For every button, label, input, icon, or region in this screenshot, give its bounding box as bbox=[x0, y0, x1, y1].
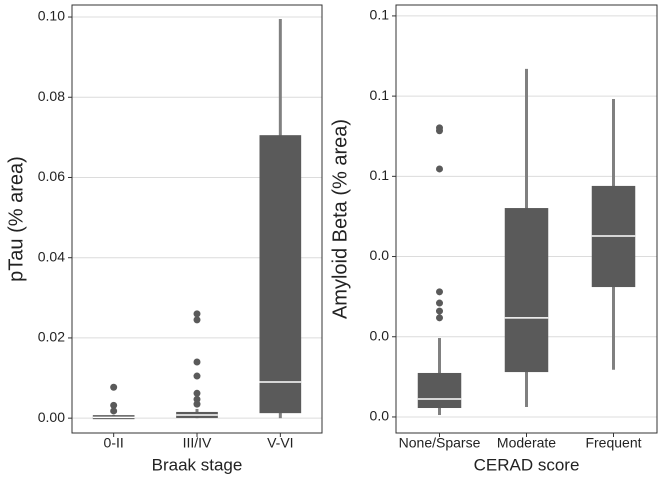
y-axis-title: Amyloid Beta (% area) bbox=[329, 119, 351, 319]
panel-border bbox=[395, 4, 658, 434]
outlier bbox=[110, 383, 118, 391]
y-tick-label: 0.00 bbox=[38, 409, 65, 425]
box bbox=[504, 208, 549, 373]
outlier bbox=[193, 372, 201, 380]
outlier bbox=[193, 358, 201, 366]
x-tick-label: V-VI bbox=[267, 435, 293, 451]
y-tick-label: 0.0 bbox=[370, 408, 390, 424]
y-tick-label: 0.10 bbox=[38, 8, 65, 24]
x-tick-label: 0-II bbox=[104, 435, 124, 451]
x-tick-label: III/IV bbox=[183, 435, 212, 451]
y-tick-label: 0.1 bbox=[370, 167, 390, 183]
x-axis-title: Braak stage bbox=[152, 455, 243, 474]
outlier bbox=[436, 127, 443, 135]
box bbox=[259, 135, 302, 414]
outlier bbox=[193, 316, 201, 324]
x-tick-label: Frequent bbox=[585, 435, 641, 451]
y-tick-label: 0.1 bbox=[370, 87, 390, 103]
outlier bbox=[110, 401, 118, 409]
y-tick-label: 0.02 bbox=[38, 329, 65, 345]
outlier bbox=[193, 400, 201, 408]
outlier bbox=[193, 395, 201, 403]
box bbox=[417, 372, 462, 409]
y-tick-label: 0.0 bbox=[370, 327, 390, 343]
outlier bbox=[436, 307, 443, 315]
x-tick-label: None/Sparse bbox=[399, 435, 481, 451]
panel-border bbox=[71, 4, 323, 434]
y-tick-label: 0.06 bbox=[38, 168, 65, 184]
y-tick-label: 0.1 bbox=[370, 7, 390, 23]
x-axis-title: CERAD score bbox=[474, 455, 580, 474]
outlier bbox=[436, 288, 443, 296]
y-tick-label: 0.08 bbox=[38, 88, 65, 104]
outlier bbox=[436, 165, 443, 173]
outlier bbox=[436, 314, 443, 322]
x-tick-label: Moderate bbox=[497, 435, 556, 451]
y-axis-title: pTau (% area) bbox=[5, 156, 27, 282]
y-tick-label: 0.0 bbox=[370, 247, 390, 263]
outlier bbox=[193, 310, 201, 318]
outlier bbox=[436, 299, 443, 307]
y-tick-label: 0.04 bbox=[38, 248, 65, 264]
outlier bbox=[193, 389, 201, 397]
outlier bbox=[110, 407, 118, 415]
